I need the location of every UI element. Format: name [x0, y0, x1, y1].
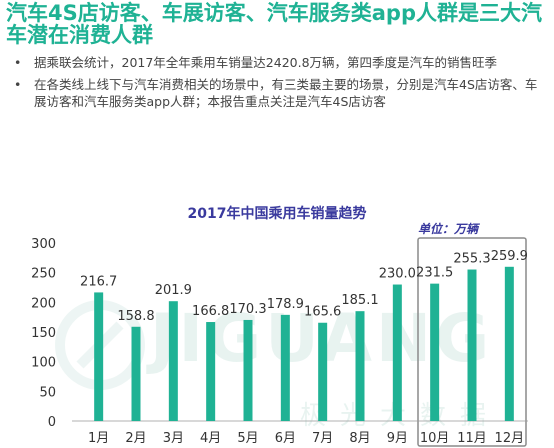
y-tick-label: 250	[31, 267, 56, 282]
bar	[318, 322, 328, 421]
bar-value-label: 201.9	[155, 283, 192, 298]
bar	[206, 322, 216, 421]
y-tick-label: 300	[31, 237, 56, 252]
bullet-item: • 据乘联会统计，2017年全年乘用车销量达2420.8万辆，第四季度是汽车的销…	[8, 54, 548, 71]
highlight-box	[417, 237, 527, 447]
bar	[131, 326, 141, 421]
bar	[504, 266, 514, 421]
x-tick-label: 4月	[200, 431, 221, 446]
bullet-text: 在各类线上线下与汽车消费相关的场景中，有三类最主要的场景，分别是汽车4S店访客、…	[34, 77, 538, 109]
bar	[392, 284, 402, 421]
x-tick-label: 6月	[275, 431, 296, 446]
x-tick-label: 5月	[237, 431, 258, 446]
bar-value-label: 166.8	[192, 304, 229, 319]
y-tick-label: 50	[39, 385, 56, 400]
bar	[280, 314, 290, 421]
bar-value-label: 255.3	[453, 252, 490, 267]
x-tick-label: 7月	[312, 431, 333, 446]
x-tick-label: 1月	[88, 431, 109, 446]
bar-value-label: 231.5	[416, 266, 453, 281]
bullet-dot: •	[14, 55, 22, 70]
y-tick-label: 150	[31, 326, 56, 341]
bar-value-label: 165.6	[304, 305, 341, 320]
bar	[94, 292, 104, 421]
bar-value-label: 158.8	[117, 309, 154, 324]
bar	[430, 283, 440, 421]
x-tick-label: 8月	[349, 431, 370, 446]
unit-label: 单位：万辆	[418, 222, 481, 236]
x-tick-label: 11月	[457, 431, 487, 446]
y-tick-label: 200	[31, 296, 56, 311]
slide-title: 汽车4S店访客、车展访客、汽车服务类app人群是三大汽车潜在消费人群	[6, 1, 542, 47]
bar-value-label: 170.3	[229, 302, 266, 317]
y-tick-label: 0	[48, 415, 56, 430]
x-tick-label: 3月	[163, 431, 184, 446]
bar-value-label: 178.9	[267, 297, 304, 312]
bullet-list: • 据乘联会统计，2017年全年乘用车销量达2420.8万辆，第四季度是汽车的销…	[8, 54, 548, 115]
bar	[355, 311, 365, 421]
x-tick-label: 12月	[495, 431, 525, 446]
bar	[168, 301, 178, 421]
x-tick-label: 2月	[125, 431, 146, 446]
bar-value-label: 185.1	[341, 293, 378, 308]
bullet-item: • 在各类线上线下与汽车消费相关的场景中，有三类最主要的场景，分别是汽车4S店访…	[8, 76, 548, 110]
bar-value-label: 216.7	[80, 274, 117, 289]
x-tick-label: 9月	[387, 431, 408, 446]
bullet-text: 据乘联会统计，2017年全年乘用车销量达2420.8万辆，第四季度是汽车的销售旺…	[34, 55, 498, 70]
bullet-dot: •	[14, 77, 22, 92]
bar-value-label: 259.9	[491, 249, 528, 264]
bar-value-label: 230.0	[379, 267, 416, 282]
chart-title: 2017年中国乘用车销量趋势	[188, 205, 367, 222]
bar	[243, 319, 253, 421]
x-tick-label: 10月	[420, 431, 450, 446]
bar	[467, 269, 477, 421]
y-tick-label: 100	[31, 356, 56, 371]
